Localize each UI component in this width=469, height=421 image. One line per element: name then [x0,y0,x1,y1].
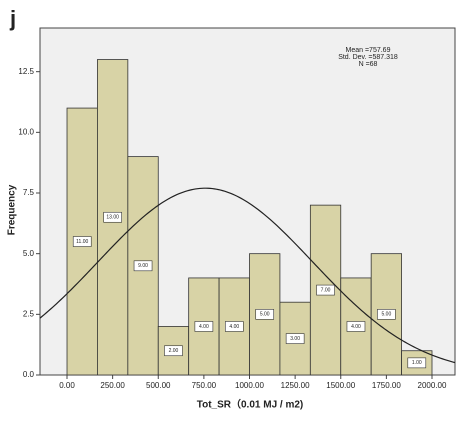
x-tick-label: 750.00 [192,381,217,390]
value-label-box [316,284,335,296]
value-label: 5.00 [382,312,392,318]
value-label: 7.00 [321,287,331,293]
y-tick-label: 12.5 [18,67,34,76]
y-tick-label: 7.5 [23,188,35,197]
value-label: 4.00 [229,324,239,330]
value-label: 3.00 [290,336,300,342]
value-label: 13.00 [106,215,119,221]
value-label-box [346,321,366,332]
value-label-box [72,236,92,247]
x-tick-label: 1250.00 [281,381,310,390]
x-tick-label: 500.00 [146,381,171,390]
x-tick-label: 1500.00 [326,381,355,390]
x-axis-label: Tot_SR（0.01 MJ / m2) [197,398,304,411]
value-label-box [103,211,122,223]
bar [218,277,250,376]
y-tick-label: 5.0 [23,249,35,258]
value-label: 9.00 [138,263,148,269]
normal-curve [39,187,456,364]
value-label-box [377,309,396,320]
value-label-box [164,345,183,357]
stats-text: Mean =757.69 [346,47,391,54]
value-label: 11.00 [76,239,88,245]
value-label: 5.00 [260,312,270,318]
stats-text: Std. Dev. =587.318 [338,54,398,61]
panel-label: j [9,6,16,31]
x-tick-label: 1750.00 [372,381,401,390]
value-label-box [133,260,153,272]
value-label-box [285,333,305,344]
value-label-box [224,321,244,332]
value-label-box [255,309,275,320]
value-label: 4.00 [351,324,361,330]
value-label: 4.00 [199,324,209,330]
y-tick-label: 10.0 [18,127,34,136]
x-tick-label: 250.00 [100,381,125,390]
x-tick-label: 0.00 [59,381,75,390]
value-label-box [407,357,427,369]
y-tick-label: 2.5 [23,309,35,318]
value-label: 1.00 [412,360,422,366]
y-tick-label: 0.0 [23,370,35,379]
value-label-box [194,321,214,332]
x-tick-label: 1000.00 [235,381,264,390]
stats-text: N =68 [359,61,378,68]
y-axis-label: Frequency [7,184,18,235]
value-label: 2.00 [169,348,179,354]
x-tick-label: 2000.00 [418,381,447,390]
